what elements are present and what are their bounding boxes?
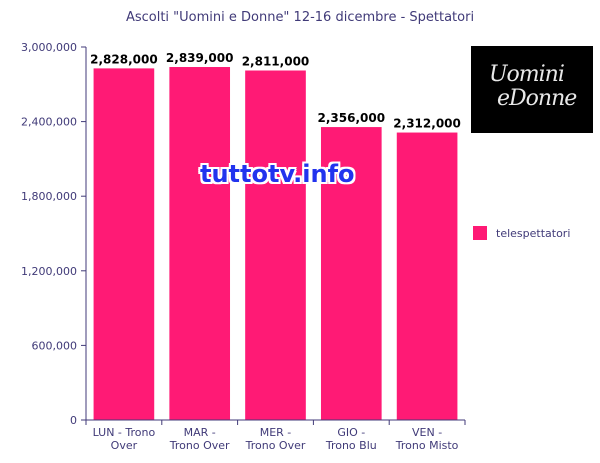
x-tick-label: GIO -Trono Blu bbox=[325, 426, 377, 452]
bar bbox=[245, 70, 306, 421]
logo-line-2: eDonne bbox=[497, 86, 577, 111]
bar bbox=[396, 132, 458, 421]
watermark: tuttotv.info bbox=[200, 160, 355, 188]
show-logo: Uomini eDonne bbox=[471, 46, 593, 133]
bar bbox=[320, 127, 382, 420]
bars: 2,828,000 2,839,000 2,811,000 2,356,000 2,31… bbox=[90, 51, 461, 421]
data-label: 2,811,000 bbox=[242, 54, 310, 68]
y-tick-label: 1,800,000 bbox=[21, 190, 77, 203]
x-tick-label: VEN -Trono Misto bbox=[395, 426, 459, 452]
logo-line-1: Uomini bbox=[489, 62, 565, 87]
y-tick-label: 2,400,000 bbox=[21, 116, 77, 129]
data-label: 2,356,000 bbox=[318, 111, 386, 125]
bar bbox=[93, 68, 155, 421]
y-tick-label: 600,000 bbox=[32, 339, 78, 352]
y-tick-label: 0 bbox=[70, 414, 77, 427]
x-axis: LUN - Trono Over MAR -Trono Over MER -Trono… bbox=[85, 419, 466, 452]
legend-label: telespettatori bbox=[496, 226, 571, 240]
x-tick-label: LUN - Trono Over bbox=[93, 426, 156, 452]
y-axis: 0 600,000 1,200,000 1,800,000 2,400,000 3,000… bbox=[21, 41, 87, 427]
data-label: 2,312,000 bbox=[393, 117, 461, 131]
y-tick-label: 3,000,000 bbox=[21, 41, 77, 54]
data-label: 2,839,000 bbox=[166, 51, 234, 65]
legend-swatch bbox=[473, 226, 487, 240]
x-tick-label: MER -Trono Over bbox=[245, 426, 306, 452]
legend: telespettatori bbox=[473, 226, 570, 240]
data-label: 2,828,000 bbox=[90, 52, 158, 66]
x-tick-label: MAR -Trono Over bbox=[169, 426, 230, 452]
y-tick-label: 1,200,000 bbox=[21, 265, 77, 278]
chart-title: Ascolti "Uomini e Donne" 12-16 dicembre … bbox=[125, 10, 475, 25]
bar bbox=[169, 67, 231, 420]
